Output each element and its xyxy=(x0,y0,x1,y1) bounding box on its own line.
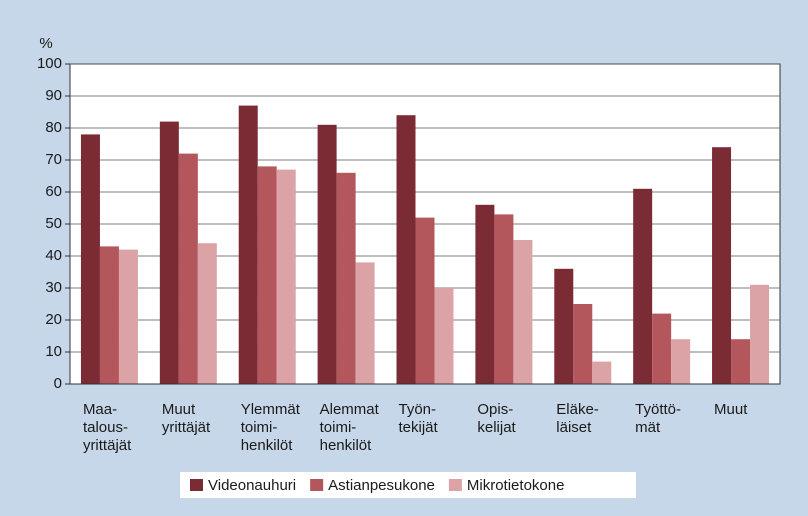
y-tick-label: 20 xyxy=(45,311,62,328)
bar xyxy=(554,268,574,384)
y-axis-label: % xyxy=(39,35,52,52)
x-tick-label: Työn-tekijät xyxy=(399,401,439,436)
bar xyxy=(257,166,277,384)
bar xyxy=(99,246,119,384)
bar xyxy=(276,169,296,384)
bar xyxy=(731,339,751,384)
bar xyxy=(475,204,495,384)
x-tick-label: Maa-talous-yrittäjät xyxy=(83,401,132,454)
bar xyxy=(159,121,179,384)
bar xyxy=(712,147,732,384)
legend-swatch xyxy=(448,479,462,491)
y-tick-label: 60 xyxy=(45,183,62,200)
y-tick-label: 40 xyxy=(45,247,62,264)
y-tick-label: 80 xyxy=(45,119,62,136)
y-tick-label: 0 xyxy=(54,375,62,392)
bar xyxy=(671,339,691,384)
x-tick-label: Ylemmät toimi-henkilöt xyxy=(241,401,301,454)
bar xyxy=(513,240,533,384)
legend-swatch xyxy=(310,479,324,491)
bar xyxy=(80,134,100,384)
bar xyxy=(750,284,770,384)
x-tick-label: Muut yrittäjät xyxy=(162,401,211,436)
bar xyxy=(336,172,356,384)
bar xyxy=(238,105,258,384)
y-tick-label: 30 xyxy=(45,279,62,296)
bar xyxy=(633,188,653,384)
bar xyxy=(197,243,217,384)
y-tick-label: 100 xyxy=(37,55,62,72)
y-tick-label: 70 xyxy=(45,151,62,168)
bar xyxy=(652,313,672,384)
x-tick-label: Eläke-läiset xyxy=(556,401,599,436)
legend-label: Astianpesukone xyxy=(328,477,435,494)
legend-swatch xyxy=(190,479,203,491)
x-tick-label: Alemmat toimi-henkilöt xyxy=(320,401,380,454)
bar xyxy=(592,361,612,384)
bar xyxy=(573,304,593,384)
bar xyxy=(118,249,138,384)
bar xyxy=(178,153,198,384)
bar xyxy=(434,288,454,384)
x-tick-label: Muut xyxy=(714,401,748,418)
y-tick-label: 10 xyxy=(45,343,62,360)
x-tick-label: Opis-kelijat xyxy=(477,401,516,436)
y-tick-label: 50 xyxy=(45,215,62,232)
bar xyxy=(355,262,375,384)
legend-label: Mikrotietokone xyxy=(467,477,565,494)
bar xyxy=(396,115,416,384)
bar xyxy=(317,124,337,385)
bar xyxy=(415,217,435,384)
y-tick-label: 90 xyxy=(45,87,62,104)
legend-box xyxy=(180,472,636,498)
bar xyxy=(494,214,514,384)
x-tick-label: Työttö-mät xyxy=(635,401,681,436)
legend-label: Videonauhuri xyxy=(208,477,296,494)
